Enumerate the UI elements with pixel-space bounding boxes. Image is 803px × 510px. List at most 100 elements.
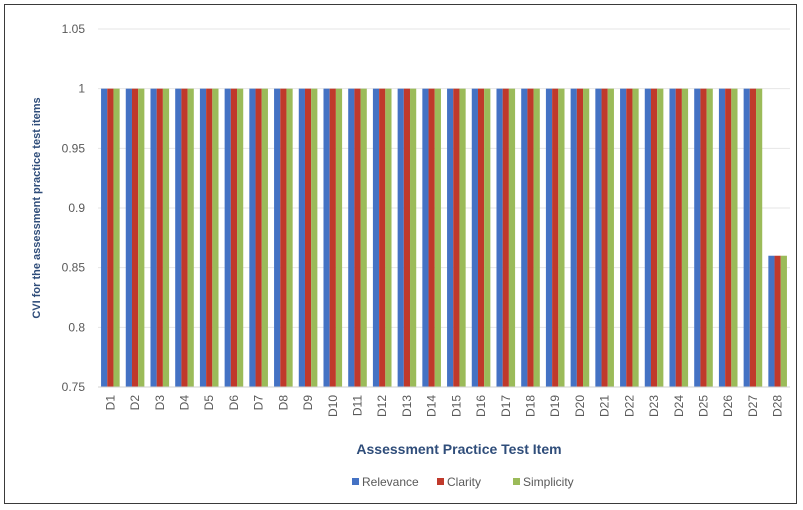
bar-relevance-d12 (372, 88, 380, 388)
y-tick-label: 1.05 (62, 22, 86, 36)
bar-clarity-d6 (230, 88, 238, 388)
bar-clarity-d10 (329, 88, 336, 388)
bar-simplicity-d23 (657, 88, 664, 388)
x-tick-label: D13 (400, 395, 414, 417)
bar-relevance-d25 (694, 88, 701, 388)
bar-clarity-d28 (774, 255, 781, 387)
bar-simplicity-d12 (385, 88, 392, 388)
bar-simplicity-d8 (286, 88, 293, 388)
bar-clarity-d3 (156, 88, 163, 388)
x-tick-label: D7 (252, 395, 266, 411)
bar-relevance-d23 (644, 88, 651, 388)
x-tick-label: D16 (474, 395, 488, 417)
y-axis-ticks: 0.75 0.8 0.85 0.9 0.95 1 1.05 (62, 22, 86, 394)
x-tick-label: D12 (375, 395, 389, 417)
y-tick-label: 0.8 (68, 320, 85, 334)
bar-simplicity-d9 (311, 88, 318, 388)
bar-clarity-d5 (206, 88, 213, 388)
bar-simplicity-d15 (459, 88, 466, 388)
bar-clarity-d11 (354, 88, 361, 388)
bar-relevance-d15 (447, 88, 454, 388)
x-tick-label: D15 (449, 395, 463, 417)
bars (101, 88, 787, 388)
bar-clarity-d9 (304, 88, 312, 388)
legend: Relevance Clarity Simplicity (352, 475, 574, 489)
bar-simplicity-d10 (335, 88, 343, 388)
bar-simplicity-d5 (212, 88, 219, 388)
bar-clarity-d23 (650, 88, 658, 388)
bar-simplicity-d26 (731, 88, 738, 388)
x-tick-label: D19 (548, 395, 562, 417)
bar-clarity-d27 (749, 88, 757, 388)
bar-clarity-d26 (725, 88, 732, 388)
y-tick-label: 0.95 (62, 141, 86, 155)
legend-swatch (513, 478, 520, 485)
bar-relevance-d16 (471, 88, 478, 388)
bar-simplicity-d24 (681, 88, 689, 388)
x-tick-label: D9 (301, 395, 315, 411)
bar-relevance-d9 (298, 88, 305, 388)
bar-simplicity-d7 (261, 88, 268, 388)
x-axis-ticks: D1 D2 D3 D4 D5 D6 D7 D8 D9 D10 D11 D12 D13 D14 D15 D16 D… (103, 395, 784, 417)
bar-simplicity-d20 (583, 88, 590, 388)
x-tick-label: D28 (771, 395, 785, 417)
bar-relevance-d27 (743, 88, 750, 388)
bar-simplicity-d28 (780, 255, 787, 387)
bar-clarity-d2 (131, 88, 139, 388)
bar-simplicity-d21 (607, 88, 614, 388)
bar-clarity-d13 (403, 88, 411, 388)
bar-simplicity-d3 (162, 88, 170, 388)
legend-label: Relevance (362, 475, 419, 489)
x-tick-label: D11 (351, 395, 365, 416)
bar-relevance-d21 (595, 88, 602, 388)
legend-item-simplicity: Simplicity (513, 475, 574, 489)
bar-simplicity-d25 (706, 88, 713, 388)
bar-clarity-d18 (527, 88, 534, 388)
y-tick-label: 0.75 (62, 380, 86, 394)
x-tick-label: D27 (746, 395, 760, 417)
bar-relevance-d7 (249, 88, 256, 388)
bar-simplicity-d6 (237, 88, 244, 388)
x-tick-label: D14 (425, 395, 439, 417)
y-tick-label: 0.85 (62, 261, 86, 275)
y-axis-title: CVI for the assessment practice test ite… (31, 97, 43, 318)
y-tick-label: 1 (78, 82, 85, 96)
bar-clarity-d24 (675, 88, 682, 388)
bar-simplicity-d4 (187, 88, 194, 388)
bar-simplicity-d14 (434, 88, 441, 388)
bar-relevance-d6 (224, 88, 231, 388)
bar-clarity-d17 (502, 88, 509, 388)
bar-relevance-d3 (150, 88, 157, 388)
bar-simplicity-d16 (484, 88, 491, 388)
x-tick-label: D2 (128, 395, 142, 411)
bar-clarity-d1 (107, 88, 114, 388)
bar-clarity-d14 (428, 88, 435, 388)
bar-relevance-d2 (125, 88, 132, 388)
bar-relevance-d1 (101, 88, 108, 388)
x-tick-label: D22 (622, 395, 636, 417)
x-tick-label: D23 (647, 395, 661, 417)
bar-relevance-d5 (199, 88, 207, 388)
bar-simplicity-d27 (756, 88, 763, 388)
x-axis-title: Assessment Practice Test Item (356, 441, 561, 457)
bar-simplicity-d2 (138, 88, 145, 388)
x-tick-label: D5 (202, 395, 216, 411)
bar-relevance-d18 (521, 88, 528, 388)
bar-relevance-d19 (545, 88, 553, 388)
bar-relevance-d26 (718, 88, 726, 388)
x-tick-label: D24 (672, 395, 686, 417)
x-tick-label: D4 (178, 395, 192, 411)
bar-simplicity-d19 (558, 88, 565, 388)
x-tick-label: D10 (326, 395, 340, 417)
bar-simplicity-d17 (508, 88, 516, 388)
legend-label: Clarity (447, 475, 481, 489)
bar-simplicity-d22 (632, 88, 639, 388)
x-tick-label: D18 (524, 395, 538, 417)
legend-item-clarity: Clarity (437, 475, 481, 489)
bar-relevance-d11 (348, 88, 355, 388)
x-tick-label: D21 (598, 395, 612, 417)
bar-relevance-d14 (422, 88, 429, 388)
bar-clarity-d8 (280, 88, 287, 388)
bar-clarity-d21 (601, 88, 608, 388)
